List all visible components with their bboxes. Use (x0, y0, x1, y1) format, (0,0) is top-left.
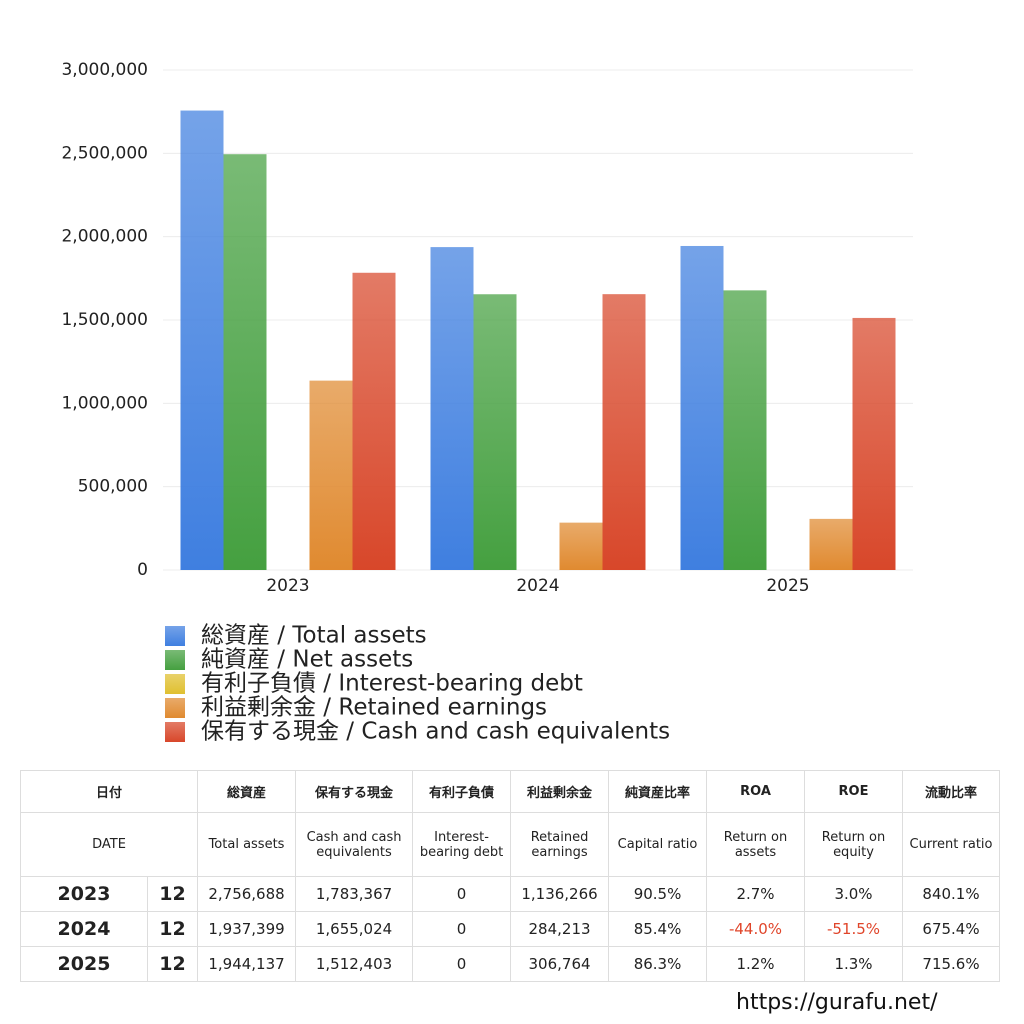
table-cell: Total assets (197, 812, 297, 877)
table-cell: 840.1% (902, 876, 1001, 912)
table-cell: 1.3% (804, 946, 904, 982)
data-row: 2023 12 2,756,688 1,783,367 0 1,136,266 90.5% 2… (20, 876, 1001, 912)
table-cell: 0 (412, 911, 512, 947)
table-cell: 0 (412, 876, 512, 912)
bar (559, 522, 603, 570)
legend-label: 保有する現金 / Cash and cash equivalents (201, 719, 670, 745)
legend-label: 純資産 / Net assets (201, 647, 413, 673)
y-tick-label: 1,500,000 (61, 310, 148, 330)
table-cell: 3.0% (804, 876, 904, 912)
legend-swatch (165, 698, 185, 718)
legend-swatch (165, 626, 185, 646)
table-cell: Interest-bearing debt (412, 812, 512, 877)
y-tick-label: 1,000,000 (61, 393, 148, 413)
legend-swatch (165, 722, 185, 742)
table-cell: 2023 (20, 876, 148, 912)
table-cell: Return on equity (804, 812, 904, 877)
table-cell: 86.3% (608, 946, 708, 982)
table-cell: 675.4% (902, 911, 1001, 947)
table-cell: 総資産 (197, 770, 297, 813)
legend-label: 有利子負債 / Interest-bearing debt (201, 671, 583, 697)
y-tick-label: 0 (137, 560, 148, 580)
table-cell: -44.0% (706, 911, 806, 947)
y-tick-label: 2,500,000 (61, 143, 148, 163)
header-row: 日付 総資産 保有する現金 有利子負債 利益剰余金 純資産比率 ROA ROE 流動比率 (19, 770, 1001, 813)
y-tick-label: 500,000 (78, 477, 148, 497)
table-cell: 2024 (20, 911, 148, 947)
table-cell: 85.4% (608, 911, 708, 947)
bar (602, 294, 646, 570)
data-table: 日付 総資産 保有する現金 有利子負債 利益剰余金 純資産比率 ROA ROE 流動比率 DATE… (19, 770, 1001, 982)
table-cell: 保有する現金 (295, 770, 414, 813)
table-cell: 12 (146, 946, 199, 982)
table-cell: 1,512,403 (295, 946, 414, 982)
table-cell: Current ratio (902, 812, 1001, 877)
table-cell: ROA (706, 770, 806, 813)
table-cell: 1,655,024 (295, 911, 414, 947)
table-cell: 284,213 (510, 911, 610, 947)
table-cell: 12 (146, 876, 199, 912)
table-cell: 利益剰余金 (510, 770, 610, 813)
table-cell: 90.5% (608, 876, 708, 912)
table-cell: 流動比率 (902, 770, 1001, 813)
bar (309, 380, 353, 570)
table-cell: 1,783,367 (295, 876, 414, 912)
table-cell: -51.5% (804, 911, 904, 947)
table-cell: 2025 (20, 946, 148, 982)
bar (180, 110, 224, 570)
table-cell: 12 (146, 911, 199, 947)
table-cell: 純資産比率 (608, 770, 708, 813)
data-row: 2025 12 1,944,137 1,512,403 0 306,764 86.3% 1.2… (20, 946, 1001, 982)
table-cell: 1.2% (706, 946, 806, 982)
bar (473, 294, 517, 570)
y-tick-label: 2,000,000 (61, 227, 148, 247)
bar (352, 272, 396, 570)
bar (723, 290, 767, 570)
header-row: DATE Total assets Cash and cash equivalent… (19, 812, 1001, 877)
table-cell: 1,937,399 (197, 911, 297, 947)
bar (430, 247, 474, 571)
table-cell: 2,756,688 (197, 876, 297, 912)
x-tick-label: 2025 (766, 576, 809, 596)
table-cell: 有利子負債 (412, 770, 512, 813)
bar (852, 317, 896, 570)
table-cell: 2.7% (706, 876, 806, 912)
table-cell: 日付 (19, 770, 199, 813)
table-cell: DATE (19, 812, 199, 877)
bar (223, 154, 267, 570)
table-cell: Cash and cash equivalents (295, 812, 414, 877)
bar (680, 245, 724, 570)
x-tick-label: 2023 (266, 576, 309, 596)
x-tick-label: 2024 (516, 576, 559, 596)
table-cell: 306,764 (510, 946, 610, 982)
table-cell: Return on assets (706, 812, 806, 877)
legend-label: 利益剰余金 / Retained earnings (201, 695, 547, 721)
table-cell: Retained earnings (510, 812, 610, 877)
table-cell: 1,944,137 (197, 946, 297, 982)
table-cell: 715.6% (902, 946, 1001, 982)
table-cell: 0 (412, 946, 512, 982)
y-tick-label: 3,000,000 (61, 60, 148, 80)
data-row: 2024 12 1,937,399 1,655,024 0 284,213 85.4% -44… (20, 911, 1001, 947)
footer-url: https://gurafu.net/ (736, 990, 938, 1015)
table-cell: Capital ratio (608, 812, 708, 877)
legend-swatch (165, 650, 185, 670)
legend-label: 総資産 / Total assets (201, 623, 427, 649)
legend-swatch (165, 674, 185, 694)
bar (809, 518, 853, 570)
chart: 0 500,000 1,000,000 1,500,000 2,000,000 2,500… (61, 60, 913, 745)
table-cell: ROE (804, 770, 904, 813)
table-cell: 1,136,266 (510, 876, 610, 912)
